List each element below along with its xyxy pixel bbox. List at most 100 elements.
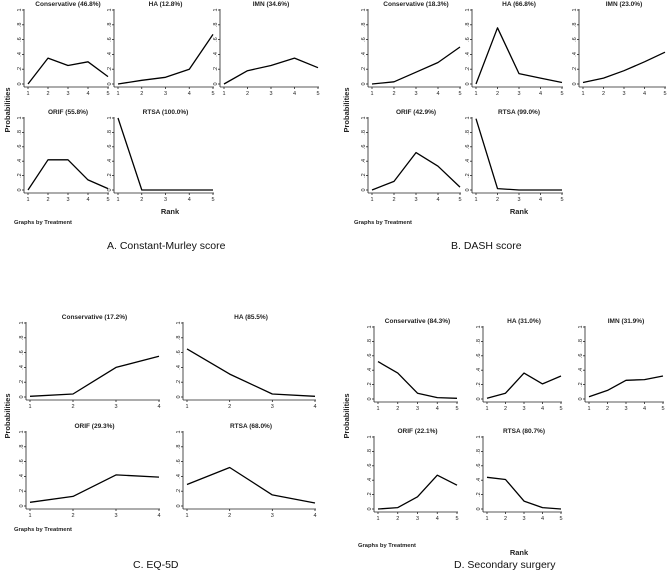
series-line-imn	[223, 57, 319, 85]
panel-c-conservative: Conservative (17.2%) 0 .2 .4 .6 .8 1 1 2 3 4	[19, 314, 161, 410]
panel-title: RTSA (68.0%)	[230, 423, 272, 430]
y-tick-label: .8	[361, 23, 367, 28]
x-tick-label: 2	[246, 91, 249, 97]
x-tick-label: 3	[271, 513, 274, 519]
y-tick-label: 1	[367, 435, 373, 438]
x-tick-label: 2	[496, 91, 499, 97]
panel-b-ha: HA (66.8%) 0 .2 .4 .6 .8 1 1 2 3 4 5	[465, 1, 564, 97]
x-tick-label: 2	[392, 197, 395, 203]
x-tick-label: 1	[376, 516, 379, 522]
x-tick-label: 3	[114, 404, 117, 410]
x-tick-label: 3	[416, 516, 419, 522]
x-tick-label: 4	[643, 91, 646, 97]
x-tick-label: 2	[140, 91, 143, 97]
panel-b-orif: ORIF (42.9%) 0 .2 .4 .6 .8 1 1 2 3 4 5	[361, 109, 462, 203]
x-tick-label: 3	[622, 91, 625, 97]
series-line-rtsa	[475, 118, 562, 191]
y-tick-label: .4	[213, 52, 219, 57]
y-tick-label: .4	[578, 368, 584, 373]
y-tick-label: 0	[17, 82, 23, 85]
panel-b-rtsa: RTSA (99.0%) 0 .2 .4 .6 .8 1 1 2 3 4 5	[465, 109, 564, 203]
graphs-note-c: Graphs by Treatment	[14, 527, 72, 533]
y-tick-label: .2	[361, 67, 367, 72]
y-tick-label: 0	[465, 188, 471, 191]
x-tick-label: 2	[228, 513, 231, 519]
caption-b: B. DASH score	[451, 240, 522, 252]
panel-a-rtsa: RTSA (100.0%) 0 .2 .4 .6 .8 1 1 2 3 4 5	[107, 109, 215, 203]
x-tick-label: 2	[46, 197, 49, 203]
y-tick-label: .6	[176, 350, 182, 355]
panel-a-imn: IMN (34.6%) 0 .2 .4 .6 .8 1 1 2 3 4 5	[213, 1, 320, 97]
graphs-note-d: Graphs by Treatment	[358, 543, 416, 549]
x-tick-label: 2	[504, 406, 507, 412]
y-tick-label: .2	[213, 67, 219, 72]
series-line-rtsa	[117, 117, 213, 191]
series-line-conservative	[29, 355, 160, 397]
y-tick-label: .2	[176, 489, 182, 494]
series-line-ha	[117, 34, 214, 85]
x-tick-label: 3	[416, 406, 419, 412]
y-tick-label: .6	[572, 37, 578, 42]
y-tick-label: .2	[19, 489, 25, 494]
y-tick-label: 1	[572, 8, 578, 11]
graphs-note-a: Graphs by Treatment	[14, 220, 72, 226]
x-tick-label: 3	[414, 197, 417, 203]
x-tick-label: 5	[559, 516, 562, 522]
y-tick-label: .4	[361, 52, 367, 57]
y-tick-label: .2	[17, 173, 23, 178]
y-tick-label: .4	[476, 478, 482, 483]
x-tick-label: 1	[26, 91, 29, 97]
x-tick-label: 1	[26, 197, 29, 203]
x-tick-label: 4	[436, 406, 439, 412]
x-tick-label: 1	[581, 91, 584, 97]
y-tick-label: 0	[19, 504, 25, 507]
y-tick-label: .6	[17, 37, 23, 42]
panel-c-ha: HA (85.5%) 0 .2 .4 .6 .8 1 1 2 3 4	[176, 314, 317, 410]
x-tick-label: 1	[474, 197, 477, 203]
y-tick-label: 1	[578, 325, 584, 328]
panel-title: HA (12.8%)	[149, 1, 183, 8]
x-tick-label: 4	[436, 516, 439, 522]
y-tick-label: .2	[176, 380, 182, 385]
x-tick-label: 2	[71, 513, 74, 519]
series-line-imn	[588, 375, 664, 398]
series-line-ha	[475, 27, 563, 85]
x-tick-label: 3	[66, 91, 69, 97]
y-tick-label: .6	[213, 37, 219, 42]
x-tick-label: 1	[370, 197, 373, 203]
y-tick-label: 1	[213, 8, 219, 11]
x-tick-label: 1	[474, 91, 477, 97]
y-tick-label: .2	[19, 380, 25, 385]
y-axis-label-d: Probabilities	[342, 393, 351, 438]
y-tick-label: .8	[17, 130, 23, 135]
panel-title: Conservative (18.3%)	[383, 1, 448, 8]
y-tick-label: .8	[367, 449, 373, 454]
panel-d-conservative: Conservative (84.3%) 0 .2 .4 .6 .8 1 1 2 3 4 5	[367, 318, 459, 412]
x-tick-label: 3	[269, 91, 272, 97]
series-line-conservative	[371, 46, 461, 85]
y-tick-label: 1	[465, 8, 471, 11]
y-tick-label: .8	[17, 23, 23, 28]
y-tick-label: .6	[107, 145, 113, 150]
x-tick-label: 4	[157, 404, 160, 410]
y-tick-label: .4	[17, 159, 23, 164]
y-tick-label: 1	[176, 321, 182, 324]
x-tick-label: 1	[222, 91, 225, 97]
x-tick-label: 3	[517, 91, 520, 97]
y-tick-label: .6	[465, 37, 471, 42]
y-tick-label: .6	[476, 464, 482, 469]
caption-d: D. Secondary surgery	[454, 559, 556, 571]
x-tick-label: 1	[116, 91, 119, 97]
x-tick-label: 3	[164, 197, 167, 203]
panel-b-imn: IMN (23.0%) 0 .2 .4 .6 .8 1 1 2 3 4 5	[572, 1, 667, 97]
y-tick-label: 1	[107, 116, 113, 119]
series-line-imn	[582, 51, 666, 84]
x-axis-label-d: Rank	[510, 548, 529, 557]
x-tick-label: 2	[140, 197, 143, 203]
y-tick-label: .4	[19, 474, 25, 479]
x-tick-label: 4	[293, 91, 296, 97]
y-tick-label: .2	[367, 382, 373, 387]
y-axis-label-b: Probabilities	[342, 87, 351, 132]
x-tick-label: 2	[602, 91, 605, 97]
y-tick-label: 1	[361, 116, 367, 119]
